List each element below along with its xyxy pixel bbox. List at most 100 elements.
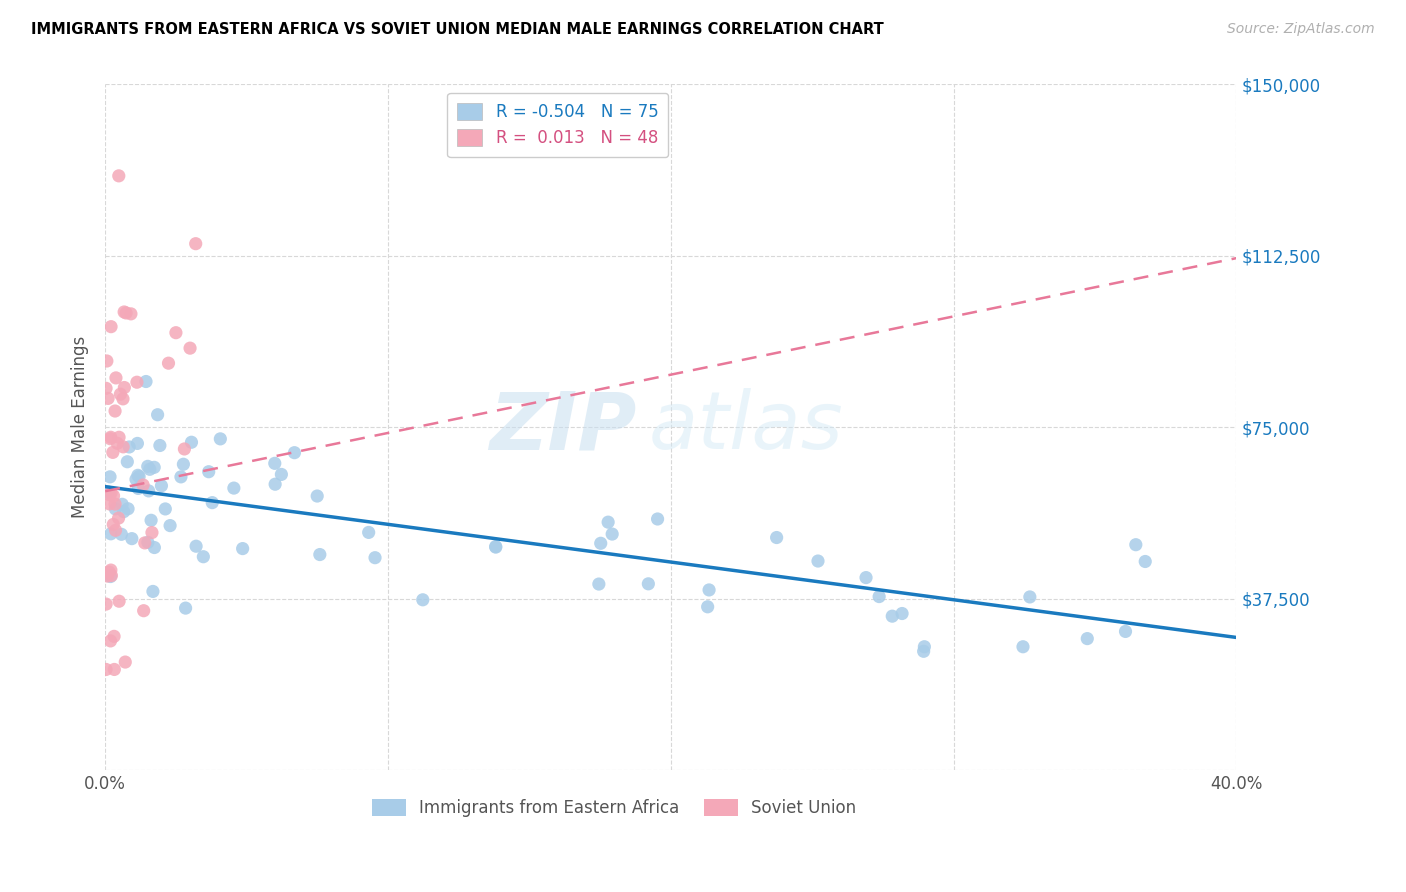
Point: [155, 502, 177, 516]
Point: [94, 663, 117, 677]
Point: [696, 599, 718, 614]
Point: [103, 489, 125, 503]
Point: [98, 565, 121, 579]
Point: [172, 457, 194, 471]
Point: [912, 644, 935, 658]
Point: [598, 515, 620, 529]
Point: [98, 488, 121, 502]
Point: [139, 462, 162, 476]
Point: [94, 597, 117, 611]
Point: [270, 467, 292, 482]
Point: [159, 518, 181, 533]
Point: [120, 307, 142, 321]
Point: [139, 513, 162, 527]
Point: [125, 376, 148, 390]
Point: [136, 459, 159, 474]
Point: [127, 468, 149, 483]
Point: [98, 470, 121, 484]
Point: [104, 524, 127, 538]
Point: [197, 465, 219, 479]
Text: Source: ZipAtlas.com: Source: ZipAtlas.com: [1227, 22, 1375, 37]
Point: [125, 472, 148, 486]
Point: [184, 236, 207, 251]
Point: [600, 527, 623, 541]
Point: [209, 432, 232, 446]
Point: [94, 381, 117, 395]
Point: [128, 469, 150, 483]
Point: [307, 489, 329, 503]
Point: [107, 169, 129, 183]
Point: [232, 541, 254, 556]
Point: [149, 438, 172, 452]
Point: [111, 497, 134, 511]
Point: [136, 535, 159, 549]
Point: [179, 341, 201, 355]
Point: [589, 536, 612, 550]
Point: [104, 497, 127, 511]
Text: atlas: atlas: [648, 388, 844, 467]
Point: [135, 375, 157, 389]
Point: [193, 549, 215, 564]
Legend: Immigrants from Eastern Africa, Soviet Union: Immigrants from Eastern Africa, Soviet U…: [366, 792, 863, 823]
Point: [174, 601, 197, 615]
Point: [100, 563, 122, 577]
Point: [97, 392, 120, 406]
Point: [98, 432, 121, 446]
Point: [180, 435, 202, 450]
Point: [647, 512, 669, 526]
Point: [807, 554, 830, 568]
Point: [1135, 554, 1157, 568]
Point: [108, 430, 131, 444]
Point: [868, 590, 890, 604]
Point: [100, 319, 122, 334]
Point: [855, 571, 877, 585]
Point: [1115, 624, 1137, 639]
Point: [308, 548, 330, 562]
Point: [101, 445, 124, 459]
Point: [110, 387, 132, 401]
Point: [100, 526, 122, 541]
Point: [100, 485, 122, 500]
Point: [134, 536, 156, 550]
Point: [110, 527, 132, 541]
Point: [485, 540, 508, 554]
Point: [132, 604, 155, 618]
Point: [891, 607, 914, 621]
Point: [104, 501, 127, 516]
Point: [142, 584, 165, 599]
Point: [283, 445, 305, 459]
Point: [157, 356, 180, 370]
Point: [1076, 632, 1098, 646]
Point: [117, 455, 139, 469]
Point: [114, 655, 136, 669]
Point: [98, 497, 121, 511]
Point: [1125, 538, 1147, 552]
Point: [115, 306, 138, 320]
Point: [100, 569, 122, 583]
Point: [112, 305, 135, 319]
Point: [100, 430, 122, 444]
Point: [222, 481, 245, 495]
Text: IMMIGRANTS FROM EASTERN AFRICA VS SOVIET UNION MEDIAN MALE EARNINGS CORRELATION : IMMIGRANTS FROM EASTERN AFRICA VS SOVIET…: [31, 22, 884, 37]
Point: [104, 404, 127, 418]
Point: [165, 326, 187, 340]
Point: [146, 408, 169, 422]
Y-axis label: Median Male Earnings: Median Male Earnings: [72, 336, 89, 518]
Point: [143, 541, 166, 555]
Point: [1018, 590, 1040, 604]
Point: [588, 577, 610, 591]
Point: [882, 609, 904, 624]
Text: ZIP: ZIP: [489, 388, 637, 467]
Point: [141, 525, 163, 540]
Point: [103, 663, 125, 677]
Point: [263, 456, 285, 470]
Point: [485, 540, 508, 554]
Point: [117, 501, 139, 516]
Point: [138, 483, 160, 498]
Point: [201, 495, 224, 509]
Point: [97, 484, 120, 499]
Point: [637, 577, 659, 591]
Point: [104, 371, 127, 385]
Point: [364, 550, 387, 565]
Point: [118, 440, 141, 454]
